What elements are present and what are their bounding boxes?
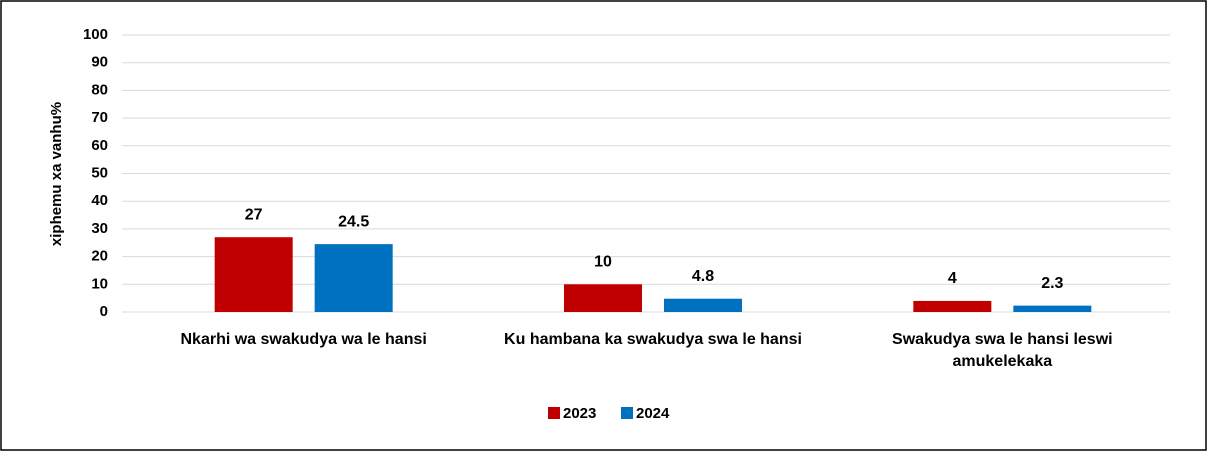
y-tick-label: 40 [91,192,108,209]
data-label: 4.8 [692,268,714,285]
data-label: 27 [245,206,263,223]
y-axis-label: xiphemu xa vanhu% [48,102,65,246]
x-tick-label: Swakudya swa le hansi leswi amukelekaka [892,331,1113,370]
y-tick-label: 70 [91,109,108,126]
bar [214,237,293,312]
bar [564,284,642,312]
data-label: 10 [594,254,612,271]
legend-label: 2024 [636,405,670,422]
y-tick-label: 80 [91,81,108,98]
bar [1013,305,1092,312]
bar [913,300,992,312]
data-label: 2.3 [1041,275,1063,292]
x-tick-label: Nkarhi wa swakudya wa le hansi [180,331,427,348]
legend-swatch [621,407,633,419]
y-tick-label: 60 [91,137,108,154]
y-tick-label: 0 [100,303,108,320]
bar [314,244,393,312]
legend-swatch [548,407,560,419]
data-label: 4 [948,270,957,287]
y-tick-label: 20 [91,248,108,265]
data-label: 24.5 [338,213,369,230]
y-tick-label: 100 [83,26,108,43]
legend-label: 2023 [563,405,596,422]
x-tick-label: Ku hambana ka swakudya swa le hansi [504,331,802,348]
y-tick-label: 30 [91,220,108,237]
y-tick-label: 90 [91,54,108,71]
bar [664,298,742,312]
y-tick-label: 10 [91,275,108,292]
y-tick-label: 50 [91,164,108,181]
